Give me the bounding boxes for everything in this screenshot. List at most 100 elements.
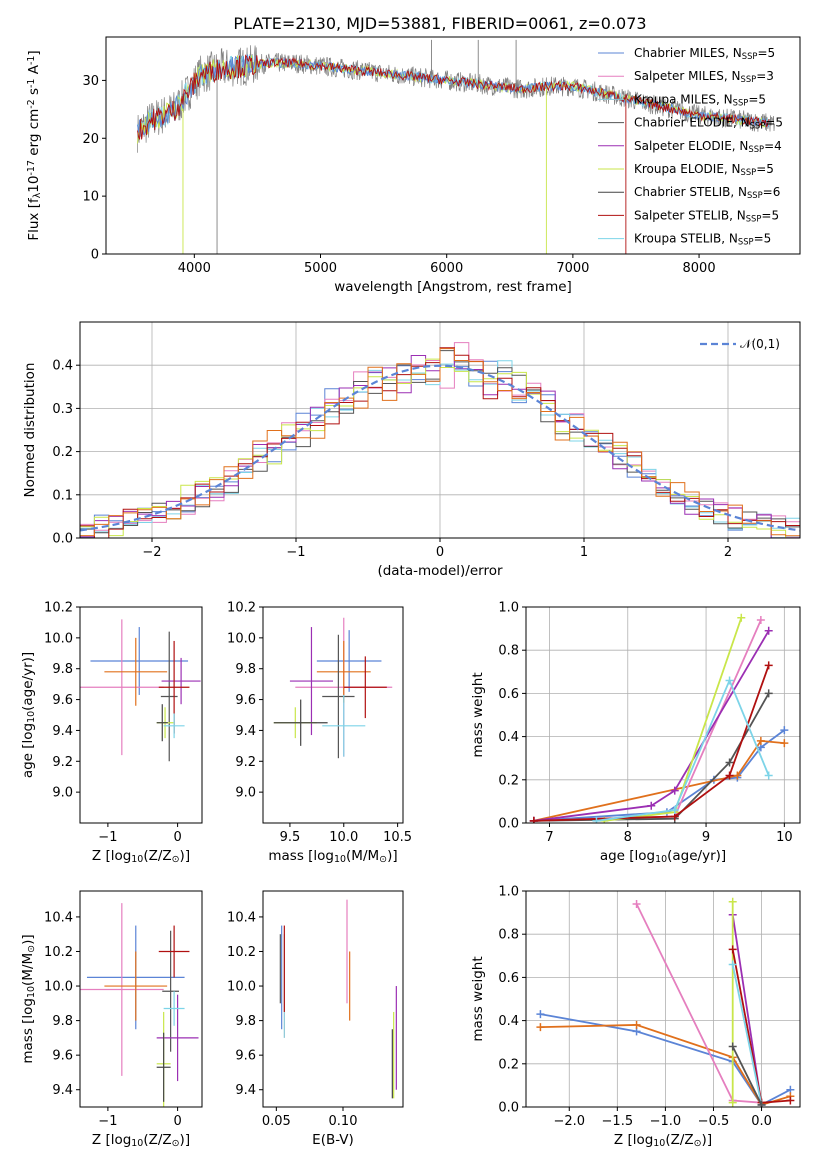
weight-marker (725, 771, 734, 780)
axes-frame (79, 890, 203, 1108)
y-tick-label: 0.2 (498, 773, 519, 788)
y-tick-label: 10.2 (227, 945, 256, 960)
legend-label: Salpeter ELODIE, NSSP=4 (634, 139, 782, 154)
y-tick-label: 9.6 (52, 1049, 73, 1064)
x-tick-label: −2.0 (553, 1114, 585, 1129)
y-tick-label: 0.6 (498, 971, 519, 986)
y-tick-label: 0.4 (52, 359, 73, 374)
weight-series (731, 1046, 763, 1106)
x-tick-label: −1 (98, 830, 117, 845)
y-tick-label: 10.4 (227, 910, 256, 925)
weight-marker (536, 1010, 545, 1019)
plot-area-spectrum (137, 39, 775, 254)
weight-marker (756, 615, 765, 624)
x-tick-label: −1 (286, 545, 305, 560)
legend-label: Chabrier ELODIE, NSSP=5 (634, 116, 783, 131)
y-axis-label: mass weight (470, 956, 486, 1041)
weight-marker (725, 758, 734, 767)
y-tick-label: 10 (82, 190, 99, 205)
weight-marker (764, 626, 773, 635)
figure-title: PLATE=2130, MJD=53881, FIBERID=0061, z=0… (233, 14, 646, 33)
weight-marker (728, 1098, 737, 1107)
weight-marker (764, 771, 773, 780)
y-tick-label: 10.0 (44, 980, 73, 995)
y-axis-label: mass weight (470, 672, 486, 757)
y-tick-label: 0.0 (52, 532, 73, 547)
weight-marker (529, 816, 538, 823)
weight-marker (647, 801, 656, 810)
weight-marker (728, 945, 737, 954)
y-tick-label: 9.6 (235, 1049, 256, 1064)
plot-area-mass-age (273, 617, 393, 759)
legend-label: Salpeter STELIB, NSSP=5 (634, 208, 779, 223)
plot-area-Z-mass (80, 903, 199, 1107)
x-tick-label: 7000 (556, 261, 589, 276)
legend-label: Salpeter MILES, NSSP=3 (634, 69, 774, 84)
y-axis-label: mass [log10(M/M⊙)] (20, 934, 37, 1063)
y-tick-label: 9.8 (52, 1014, 73, 1029)
y-tick-label: 0.2 (52, 445, 73, 460)
panel-residuals: −2 −1 0 1 2 0.0 0.1 0.2 0.3 0.4 (data-model)/error… (22, 321, 801, 579)
plot-area-ebv-mass (279, 899, 397, 1099)
plot-area-residuals (80, 342, 800, 538)
y-tick-label: 0.3 (52, 402, 73, 417)
plot-area-Z-age (80, 619, 201, 762)
x-tick-label: 9.5 (280, 830, 301, 845)
x-tick-label: −1.5 (602, 1114, 634, 1129)
weight-marker (757, 1100, 766, 1107)
weight-series (533, 630, 770, 822)
y-tick-label: 10.4 (44, 910, 73, 925)
y-tick-label: 9.8 (235, 662, 256, 677)
y-tick-label: 9.4 (52, 1083, 73, 1098)
weight-marker (728, 960, 737, 969)
weight-marker (780, 739, 789, 748)
weight-marker (756, 736, 765, 745)
x-tick-label: −1.0 (650, 1114, 682, 1129)
weight-marker (764, 661, 773, 670)
x-tick-label: 10.0 (329, 830, 358, 845)
y-tick-label: 10.2 (44, 601, 73, 616)
x-tick-label: −1 (98, 1114, 117, 1129)
legend-label: Kroupa ELODIE, NSSP=5 (634, 162, 774, 177)
plot-area-age-weight (529, 613, 789, 823)
panel-Z-weight: −2.0 −1.5 −1.0 −0.5 0.0 0.0 0.2 0.4 0.6 0.8 1.0 Z [… (470, 885, 801, 1149)
weight-marker (670, 806, 679, 815)
weight-marker (592, 816, 601, 823)
y-tick-label: 0.6 (498, 687, 519, 702)
axes-frame (525, 890, 801, 1108)
y-tick-label: 9.2 (52, 755, 73, 770)
x-axis-label: (data-model)/error (377, 563, 503, 579)
panel-mass-age: 9.5 10.0 10.5 9.0 9.2 9.4 9.6 9.8 10.0 10.2 mass [… (227, 601, 412, 866)
y-tick-label: 10.2 (227, 601, 256, 616)
spectrum-model (137, 54, 769, 139)
x-tick-label: 0 (436, 545, 444, 560)
weight-marker (632, 1020, 641, 1029)
x-tick-label: 8 (624, 830, 632, 845)
axes-frame (105, 36, 801, 255)
weight-marker (786, 1096, 795, 1105)
weight-series (533, 692, 770, 822)
weight-marker (632, 899, 641, 908)
x-tick-label: 0 (173, 1114, 181, 1129)
y-tick-label: 9.8 (235, 1014, 256, 1029)
weight-series (731, 964, 763, 1105)
axes-frame (262, 890, 404, 1108)
y-tick-label: 9.6 (235, 693, 256, 708)
weight-series (533, 739, 785, 822)
x-tick-label: 2 (724, 545, 732, 560)
y-axis-label: Flux [fλ10-17 erg cm-2 s-1 A-1] (26, 50, 43, 240)
x-axis-label: Z [log10(Z/Z⊙)] (614, 1132, 712, 1149)
x-tick-label: 7 (545, 830, 553, 845)
y-tick-label: 0.2 (498, 1057, 519, 1072)
legend-label: Chabrier MILES, NSSP=5 (634, 46, 775, 61)
x-axis-label: E(B-V) (312, 1132, 354, 1148)
y-tick-label: 0.0 (498, 817, 519, 832)
gaussian-curve (80, 364, 800, 532)
y-tick-label: 0.4 (498, 1014, 519, 1029)
x-axis-label: Z [log10(Z/Z⊙)] (92, 1132, 190, 1149)
weight-marker (536, 1023, 545, 1032)
y-axis-label: age [log10(age/yr)] (20, 652, 37, 778)
x-tick-label: 4000 (178, 261, 211, 276)
axes-frame (79, 606, 203, 824)
y-tick-label: 9.4 (52, 724, 73, 739)
